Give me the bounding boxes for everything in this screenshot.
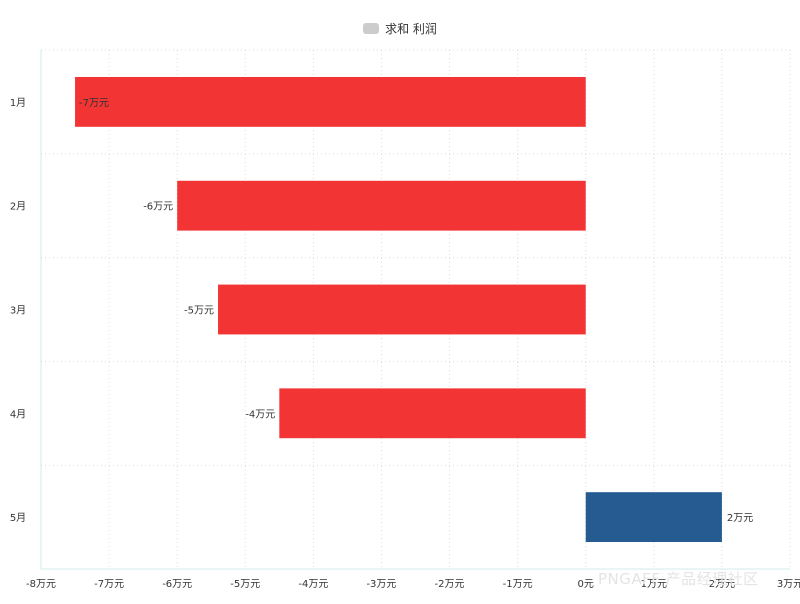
x-tick-label: 3万元 xyxy=(777,579,800,590)
data-label: 2万元 xyxy=(727,513,753,524)
data-label: -6万元 xyxy=(143,202,173,213)
y-tick-label: 2月 xyxy=(10,201,26,213)
y-tick-label: 4月 xyxy=(10,408,26,420)
legend[interactable]: 求和 利润 xyxy=(0,20,800,37)
data-label: -7万元 xyxy=(79,98,109,109)
x-tick-label: -5万元 xyxy=(230,579,260,590)
bar xyxy=(585,492,722,543)
x-tick-label: 2万元 xyxy=(709,579,735,590)
y-tick-label: 5月 xyxy=(10,512,26,524)
bar xyxy=(75,76,586,127)
x-tick-label: -1万元 xyxy=(503,579,533,590)
legend-label: 求和 利润 xyxy=(385,22,437,36)
x-tick-label: -3万元 xyxy=(366,579,396,590)
legend-swatch xyxy=(363,23,380,34)
x-tick-label: -4万元 xyxy=(298,579,328,590)
x-tick-label: -7万元 xyxy=(94,579,124,590)
data-label: -5万元 xyxy=(184,306,214,317)
bar xyxy=(218,284,586,335)
bar xyxy=(279,388,586,439)
y-tick-label: 3月 xyxy=(10,305,26,317)
x-tick-label: -2万元 xyxy=(435,579,465,590)
x-tick-label: -6万元 xyxy=(162,579,192,590)
bar xyxy=(177,180,586,231)
data-label: -4万元 xyxy=(245,409,275,420)
x-tick-label: -8万元 xyxy=(26,579,56,590)
x-tick-label: 0元 xyxy=(578,579,594,590)
x-tick-label: 1万元 xyxy=(641,579,667,590)
watermark: PNGAFF 产品经理社区 xyxy=(598,570,759,588)
y-tick-label: 1月 xyxy=(10,97,26,109)
